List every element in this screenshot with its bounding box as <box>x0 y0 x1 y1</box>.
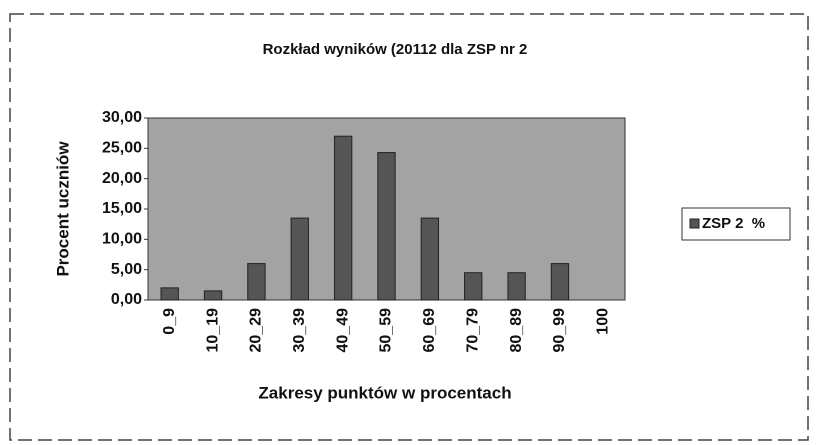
legend-label: ZSP 2 % <box>702 215 765 232</box>
x-tick-label: 60_69 <box>421 308 438 353</box>
bar <box>247 263 266 301</box>
x-tick-label: 10_19 <box>204 308 221 353</box>
y-tick-label: 15,00 <box>102 200 142 217</box>
x-tick-label: 80_89 <box>508 308 525 353</box>
bar <box>290 217 309 301</box>
legend-box <box>681 207 791 241</box>
x-tick-label: 0_9 <box>161 308 178 335</box>
bar <box>550 263 570 301</box>
x-tick-label: 70_79 <box>464 308 481 353</box>
x-tick-label: 30_39 <box>291 308 308 353</box>
y-tick-label: 20,00 <box>102 170 142 187</box>
legend-swatch <box>689 218 700 229</box>
x-tick-label: 100 <box>595 308 612 335</box>
y-tick-label: 5,00 <box>111 261 142 278</box>
y-tick-label: 10,00 <box>102 231 142 248</box>
chart-title: Rozkład wyników (20112 dla ZSP nr 2 <box>263 41 528 58</box>
y-tick-label: 30,00 <box>102 109 142 126</box>
x-tick-label: 20_29 <box>248 308 265 353</box>
y-axis-label: Procent uczniów <box>53 141 72 277</box>
bar <box>203 290 223 301</box>
y-tick-label: 25,00 <box>102 140 142 157</box>
x-tick-label: 90_99 <box>551 308 568 353</box>
bar <box>333 135 353 301</box>
x-axis-label: Zakresy punktów w procentach <box>258 383 511 402</box>
bar <box>464 272 483 301</box>
bar <box>420 217 440 301</box>
bar <box>160 287 179 301</box>
bar <box>377 152 396 301</box>
x-tick-label: 40_49 <box>334 308 351 353</box>
y-tick-label: 0,00 <box>111 291 142 308</box>
bar <box>507 272 526 301</box>
x-tick-label: 50_59 <box>378 308 395 353</box>
